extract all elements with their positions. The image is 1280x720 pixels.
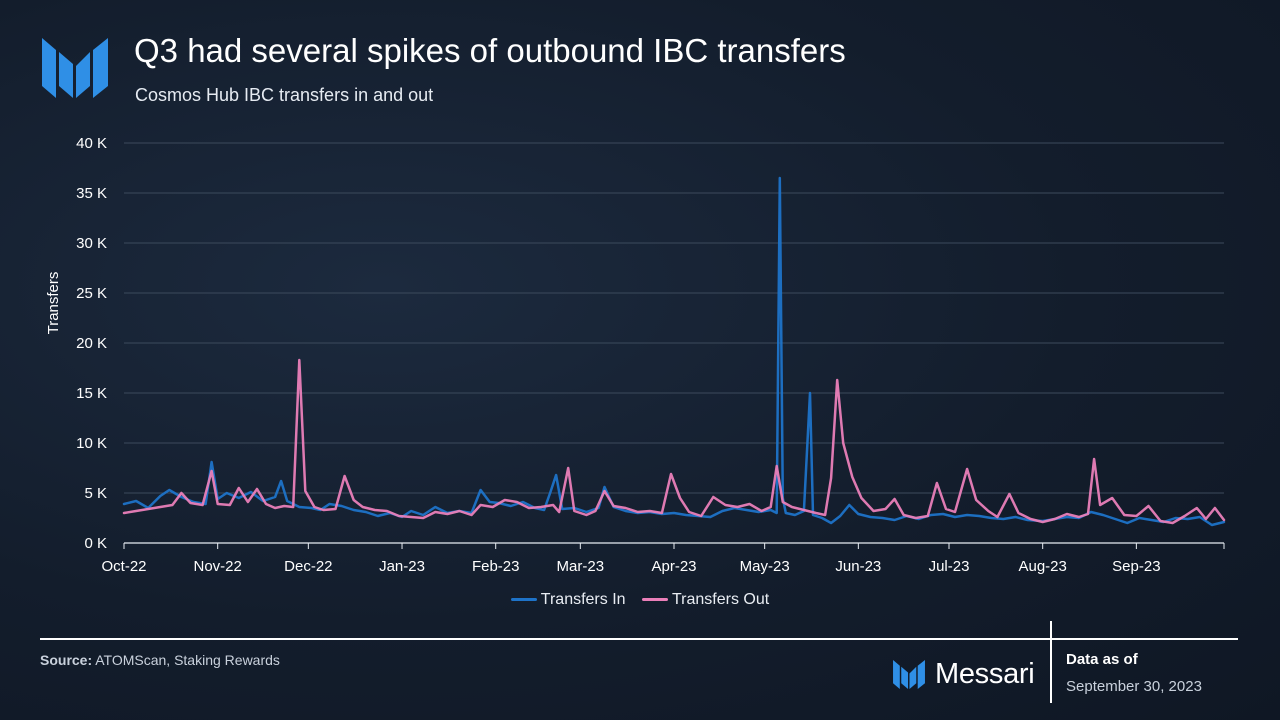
x-tick-label: Mar-23 bbox=[557, 558, 605, 575]
x-tick-label: Sep-23 bbox=[1112, 558, 1160, 575]
footer-divider-line bbox=[40, 638, 1238, 640]
messari-brand-icon bbox=[893, 659, 925, 689]
y-tick-label: 40 K bbox=[76, 135, 107, 152]
source-note: Source: ATOMScan, Staking Rewards bbox=[40, 652, 280, 668]
series-line-transfers-out bbox=[122, 358, 1226, 525]
footer-vertical-divider bbox=[1050, 621, 1052, 703]
x-tick-label: Jul-23 bbox=[929, 558, 970, 575]
source-text: ATOMScan, Staking Rewards bbox=[92, 652, 280, 668]
messari-brand: Messari bbox=[893, 656, 1035, 692]
x-tick-label: Oct-22 bbox=[101, 558, 146, 575]
legend-swatch-transfers-in bbox=[510, 598, 537, 601]
legend-label-transfers-out: Transfers Out bbox=[672, 590, 770, 608]
x-tick-label: Jun-23 bbox=[835, 558, 881, 575]
chart-legend: Transfers In Transfers Out bbox=[0, 588, 1280, 609]
x-tick-label: May-23 bbox=[740, 558, 790, 575]
x-tick-label: Feb-23 bbox=[472, 558, 520, 575]
y-tick-label: 5 K bbox=[84, 485, 107, 502]
source-label: Source: bbox=[40, 652, 93, 668]
y-axis-ticks: 0 K 5 K 10 K 15 K 20 K 25 K 30 K 35 K 40 K bbox=[76, 135, 107, 552]
data-as-of-date: September 30, 2023 bbox=[1066, 678, 1202, 695]
x-tick-label: Apr-23 bbox=[651, 558, 696, 575]
x-tick-label: Nov-22 bbox=[194, 558, 242, 575]
y-tick-label: 35 K bbox=[76, 185, 107, 202]
y-tick-label: 10 K bbox=[76, 435, 107, 452]
data-as-of-label: Data as of bbox=[1066, 651, 1138, 668]
x-tick-label: Jan-23 bbox=[379, 558, 425, 575]
x-tick-label: Aug-23 bbox=[1018, 558, 1066, 575]
legend-label-transfers-in: Transfers In bbox=[540, 590, 626, 608]
y-tick-label: 25 K bbox=[76, 285, 107, 302]
series-line-transfers-in bbox=[122, 176, 1226, 527]
x-tick-label: Dec-22 bbox=[284, 558, 332, 575]
y-tick-label: 0 K bbox=[84, 535, 107, 552]
legend-item-transfers-out[interactable]: Transfers Out bbox=[642, 591, 769, 609]
legend-item-transfers-in[interactable]: Transfers In bbox=[510, 590, 626, 609]
messari-logo-icon bbox=[42, 38, 108, 98]
y-tick-label: 15 K bbox=[76, 385, 107, 402]
page-title: Q3 had several spikes of outbound IBC tr… bbox=[134, 32, 846, 69]
messari-wordmark: Messari bbox=[935, 657, 1035, 690]
y-tick-label: 30 K bbox=[76, 235, 107, 252]
series-lines bbox=[122, 176, 1226, 527]
x-axis-ticks: Oct-22 Nov-22 Dec-22 Jan-23 Feb-23 Mar-23 Apr-… bbox=[101, 543, 1225, 575]
legend-swatch-transfers-out bbox=[642, 598, 668, 601]
y-axis-title: Transfers bbox=[45, 272, 62, 335]
y-tick-label: 20 K bbox=[76, 335, 107, 352]
page-subtitle: Cosmos Hub IBC transfers in and out bbox=[135, 85, 434, 105]
